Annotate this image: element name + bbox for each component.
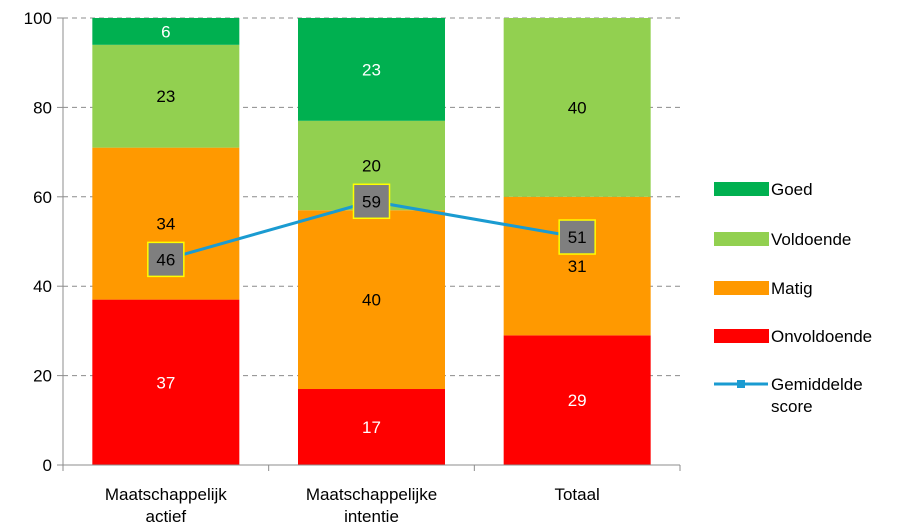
y-axis: 0 20 40 60 80 100 xyxy=(24,9,64,475)
legend-swatch-goed xyxy=(714,182,769,196)
legend-label: score xyxy=(771,397,813,416)
x-axis: Maatschappelijk actief Maatschappelijke int… xyxy=(62,464,681,524)
y-tick-label: 0 xyxy=(43,456,52,475)
legend-label: Goed xyxy=(771,180,813,199)
data-label: 34 xyxy=(156,215,175,234)
y-tick-label: 60 xyxy=(33,188,52,207)
y-tick-label: 20 xyxy=(33,367,52,386)
x-tick-label: actief xyxy=(146,507,187,524)
legend-swatch-voldoende xyxy=(714,232,769,246)
bar-segment-matig xyxy=(298,210,445,390)
x-tick-label: Maatschappelijke xyxy=(306,485,437,504)
data-label: 17 xyxy=(362,418,381,437)
bar-segment-goed xyxy=(298,18,445,121)
legend-swatch-matig xyxy=(714,281,769,295)
data-label: 6 xyxy=(161,22,170,41)
x-tick-label: intentie xyxy=(344,507,399,524)
legend-label: Onvoldoende xyxy=(771,327,872,346)
bar-segment-voldoende xyxy=(503,18,651,197)
legend-label: Voldoende xyxy=(771,230,851,249)
data-label: 31 xyxy=(568,257,587,276)
y-tick-label: 80 xyxy=(33,98,52,117)
legend-swatch-onvoldoende xyxy=(714,329,769,343)
legend-label: Gemiddelde xyxy=(771,375,863,394)
bar-segment-voldoende xyxy=(92,44,240,148)
data-label: 23 xyxy=(156,87,175,106)
data-label: 40 xyxy=(568,98,587,117)
x-tick-label: Totaal xyxy=(554,485,599,504)
data-label: 29 xyxy=(568,391,587,410)
average-score-line: 46 59 51 xyxy=(147,183,596,278)
y-tick-label: 100 xyxy=(24,9,52,28)
bar-segment-goed xyxy=(92,18,240,45)
average-score-label-box xyxy=(352,183,391,220)
average-score-label-box xyxy=(558,219,596,255)
bar-segment-onvoldoende xyxy=(503,335,651,465)
legend-label: Matig xyxy=(771,279,813,298)
bars: 37 34 23 6 17 40 20 23 29 31 40 xyxy=(92,18,651,465)
average-score-label: 59 xyxy=(362,192,381,211)
legend: Goed Voldoende Matig Onvoldoende Gemiddelde s… xyxy=(714,180,872,416)
bar-segment-onvoldoende xyxy=(92,299,240,465)
data-label: 23 xyxy=(362,60,381,79)
data-label: 40 xyxy=(362,291,381,310)
data-label: 37 xyxy=(156,373,175,392)
x-tick-label: Maatschappelijk xyxy=(105,485,227,504)
average-score-label: 51 xyxy=(568,228,587,247)
data-label: 20 xyxy=(362,157,381,176)
average-score-label: 46 xyxy=(156,250,175,269)
average-score-label-box xyxy=(147,241,185,278)
y-tick-label: 40 xyxy=(33,277,52,296)
bar-segment-onvoldoende xyxy=(298,389,445,465)
legend-line-marker xyxy=(737,380,745,388)
